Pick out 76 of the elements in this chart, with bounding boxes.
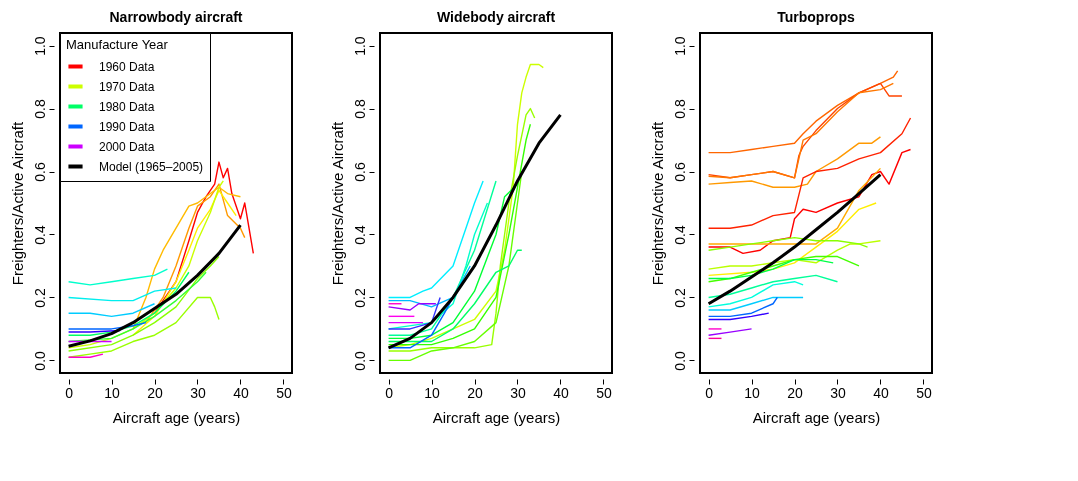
y-tick-label: 0.2	[31, 288, 48, 308]
x-axis-title: Aircraft age (years)	[112, 408, 241, 426]
legend-label: 2000 Data	[99, 139, 155, 154]
y-tick-label: 0.6	[31, 162, 48, 182]
x-tick-label: 0	[65, 384, 74, 401]
x-tick-label: 10	[424, 384, 441, 401]
legend-label: Model (1965–2005)	[99, 159, 204, 174]
y-axis-title: Freighters/Active Aircraft	[328, 120, 346, 286]
x-tick-label: 50	[916, 384, 932, 401]
line-series	[145, 183, 246, 324]
y-tick-label: 0.8	[351, 99, 368, 119]
y-tick-label: 0.4	[351, 225, 368, 245]
line-series	[387, 180, 484, 299]
chart-title: Turboprops	[777, 9, 855, 25]
x-tick-label: 10	[744, 384, 761, 401]
x-tick-label: 40	[553, 384, 569, 401]
line-series	[707, 117, 912, 229]
line-series	[707, 236, 869, 251]
x-tick-label: 20	[787, 384, 804, 401]
y-tick-label: 0.8	[671, 99, 688, 119]
y-tick-label: 0.0	[31, 350, 48, 371]
y-tick-label: 0.0	[351, 350, 368, 371]
line-series	[707, 240, 882, 270]
line-series	[67, 223, 242, 348]
x-tick-label: 30	[830, 384, 846, 401]
legend-label: 1970 Data	[99, 79, 155, 94]
y-tick-label: 0.6	[671, 162, 688, 182]
x-axis-title: Aircraft age (years)	[432, 408, 561, 426]
legend-label: 1990 Data	[99, 119, 155, 134]
x-tick-label: 40	[233, 384, 249, 401]
x-tick-label: 30	[190, 384, 206, 401]
x-tick-label: 50	[276, 384, 292, 401]
y-tick-label: 1.0	[351, 36, 368, 56]
line-series	[67, 287, 177, 302]
chart-title: Narrowbody aircraft	[109, 8, 243, 25]
y-tick-label: 1.0	[31, 36, 48, 56]
line-series	[707, 173, 882, 306]
x-tick-label: 10	[104, 384, 121, 401]
y-axis-title: Freighters/Active Aircraft	[648, 120, 666, 286]
legend-label: 1980 Data	[99, 99, 155, 114]
chart-title: Widebody aircraft	[436, 9, 556, 25]
x-tick-label: 20	[147, 384, 164, 401]
line-series	[387, 249, 523, 343]
x-tick-label: 30	[510, 384, 526, 401]
line-series	[707, 255, 860, 283]
y-tick-label: 0.2	[351, 288, 368, 308]
x-tick-label: 50	[596, 384, 612, 401]
line-series	[387, 183, 519, 340]
line-series	[707, 167, 882, 245]
y-tick-label: 0.2	[671, 288, 688, 308]
legend-title: Manufacture Year	[66, 37, 169, 52]
line-series	[707, 258, 834, 280]
line-series	[707, 202, 877, 277]
line-series	[387, 180, 497, 336]
x-axis-title: Aircraft age (years)	[752, 408, 881, 426]
y-axis-title: Freighters/Active Aircraft	[8, 120, 26, 286]
x-tick-label: 40	[873, 384, 889, 401]
y-tick-label: 0.4	[671, 225, 688, 245]
y-tick-label: 0.4	[31, 225, 48, 245]
legend-label: 1960 Data	[99, 59, 155, 74]
line-series	[707, 274, 839, 299]
y-tick-label: 1.0	[671, 36, 688, 56]
x-tick-label: 0	[705, 384, 714, 401]
line-series	[707, 148, 912, 255]
line-series	[67, 268, 169, 286]
line-series	[707, 296, 779, 318]
line-series	[707, 136, 882, 188]
y-tick-label: 0.8	[31, 99, 48, 119]
line-series	[67, 255, 220, 352]
y-tick-label: 0.0	[671, 350, 688, 371]
line-series	[707, 281, 804, 308]
x-tick-label: 20	[467, 384, 484, 401]
line-series	[67, 296, 220, 358]
y-tick-label: 0.6	[351, 162, 368, 182]
line-series	[387, 113, 562, 350]
x-tick-label: 0	[385, 384, 394, 401]
